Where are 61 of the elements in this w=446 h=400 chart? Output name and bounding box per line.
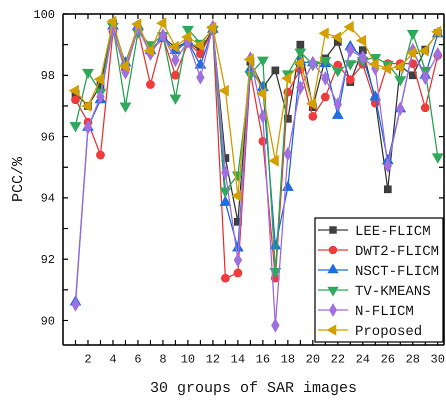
point	[418, 44, 429, 57]
point	[294, 57, 304, 69]
x-tick-label: 28	[406, 352, 420, 367]
legend-label: TV-KMEANS	[355, 284, 431, 300]
x-tick-label: 16	[256, 352, 270, 367]
point	[146, 80, 155, 89]
y-tick-label: 100	[33, 8, 55, 22]
x-tick-label: 26	[380, 352, 395, 367]
point	[306, 98, 316, 110]
x-tick-label: 22	[330, 352, 346, 367]
point	[318, 27, 329, 40]
point	[234, 268, 242, 278]
legend-label: N-FLICM	[355, 304, 414, 320]
point	[384, 185, 392, 194]
point	[281, 72, 292, 84]
point	[406, 47, 416, 59]
legend-label: LEE-FLICM	[355, 224, 431, 240]
point	[308, 112, 318, 121]
x-tick-label: 24	[356, 352, 370, 367]
x-tick-label: 10	[180, 352, 196, 367]
point	[320, 92, 330, 102]
point	[271, 66, 280, 74]
point	[346, 75, 355, 84]
point	[268, 154, 279, 167]
point	[393, 61, 404, 73]
point	[331, 31, 342, 44]
x-tick-label: 6	[134, 352, 142, 367]
x-tick-label: 20	[306, 352, 320, 367]
y-tick-label: 96	[40, 130, 55, 144]
y-tick-label: 92	[40, 253, 55, 268]
point	[194, 39, 204, 52]
x-tick-label: 18	[280, 352, 296, 367]
point	[368, 58, 379, 70]
x-tick-label: 30	[430, 352, 445, 367]
point	[356, 34, 366, 47]
point	[344, 20, 354, 33]
x-tick-label: 2	[84, 352, 92, 367]
point	[430, 26, 442, 38]
point	[218, 84, 229, 97]
point	[221, 274, 230, 283]
point	[206, 22, 216, 34]
point	[231, 190, 242, 202]
point	[244, 53, 254, 66]
point	[256, 88, 266, 100]
y-tick-label: 98	[40, 69, 55, 84]
legend-label: NSCT-FLICM	[355, 264, 440, 280]
point	[296, 40, 304, 49]
y-axis-title: PCC/%	[10, 156, 27, 202]
point	[96, 150, 105, 160]
point	[420, 103, 430, 112]
x-tick-label: 8	[159, 352, 167, 367]
point	[380, 62, 392, 74]
legend-label: Proposed	[355, 324, 422, 340]
x-tick-label: 4	[109, 352, 117, 367]
x-tick-label: 12	[206, 352, 220, 367]
legend-label: DWT2-FLICM	[355, 244, 440, 260]
point	[71, 95, 80, 104]
x-tick-label: 14	[230, 352, 246, 367]
y-tick-label: 90	[40, 314, 55, 328]
y-tick-label: 94	[40, 192, 55, 206]
x-axis-title: 30 groups of SAR images	[150, 380, 358, 397]
